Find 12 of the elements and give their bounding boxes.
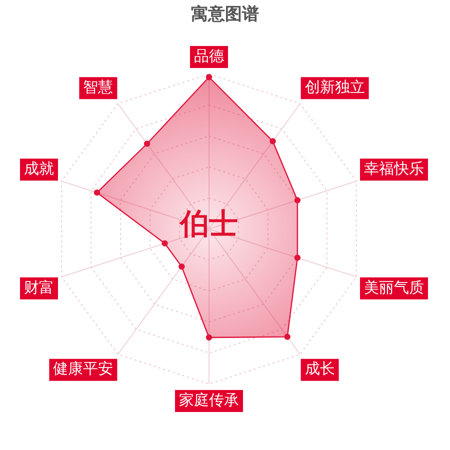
spoke-label: 健康平安	[53, 360, 114, 378]
spoke-label: 智慧	[83, 78, 114, 96]
spoke-label: 幸福快乐	[364, 160, 424, 178]
spoke-label: 成就	[24, 160, 54, 178]
spoke-label: 成长	[304, 360, 335, 378]
spoke-label: 创新独立	[304, 78, 365, 96]
spoke-label: 财富	[24, 278, 54, 296]
chart-title: 寓意图谱	[191, 4, 259, 25]
spoke-label: 家庭传承	[179, 390, 239, 409]
text: 伯士	[178, 206, 238, 241]
spoke-label: 美丽气质	[364, 278, 424, 296]
spoke-label: 品德	[194, 46, 224, 65]
